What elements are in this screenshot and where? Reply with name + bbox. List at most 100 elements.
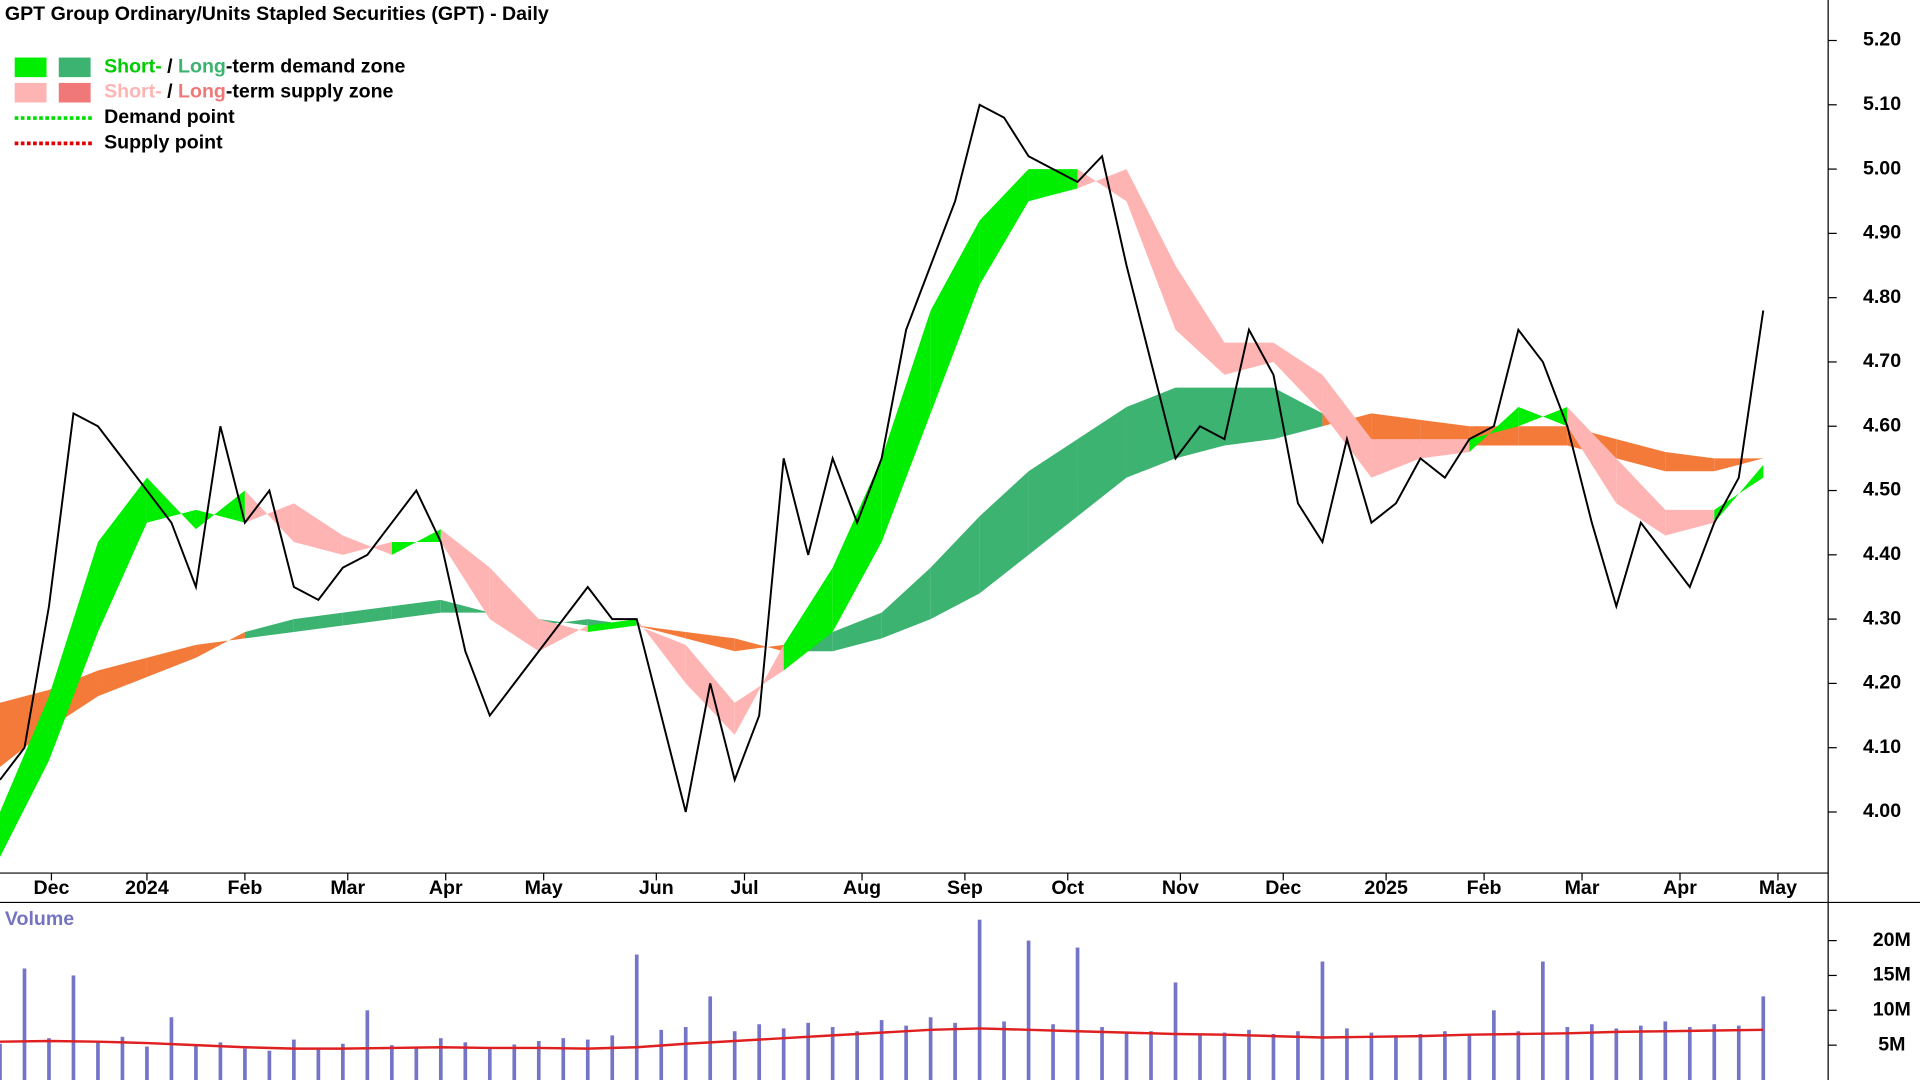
- volume-bar: [1296, 1031, 1300, 1080]
- zone-segment: [538, 619, 588, 652]
- legend-swatch: [58, 57, 91, 78]
- zone-segment: [587, 619, 637, 632]
- volume-bar: [1198, 1035, 1202, 1080]
- volume-bar: [953, 1022, 957, 1080]
- volume-bar: [855, 1031, 859, 1080]
- volume-bar: [1541, 961, 1545, 1080]
- volume-bar: [781, 1028, 786, 1080]
- volume-bar: [659, 1029, 664, 1080]
- volume-bar: [757, 1024, 762, 1080]
- volume-bar: [708, 996, 713, 1080]
- zone-segment: [832, 612, 882, 652]
- volume-y-tick-label: 5M: [1878, 1033, 1905, 1055]
- x-tick-label: May: [525, 877, 563, 899]
- legend-text: /: [162, 81, 178, 103]
- zone-segment: [1273, 387, 1323, 440]
- volume-bar: [1075, 947, 1080, 1080]
- y-tick-label: 4.70: [1863, 350, 1901, 372]
- zone-segment: [0, 689, 49, 767]
- zone-segment: [1371, 439, 1421, 478]
- volume-bar: [1687, 1027, 1692, 1080]
- zone-segment: [1567, 406, 1617, 504]
- volume-bar: [1149, 1031, 1153, 1080]
- volume-bar: [1663, 1021, 1668, 1080]
- zone-segment: [1714, 464, 1764, 523]
- volume-bar: [463, 1042, 468, 1080]
- x-tick-label: Jul: [730, 877, 758, 899]
- volume-bar: [1002, 1021, 1006, 1080]
- volume-bar: [145, 1046, 149, 1080]
- zone-segment: [293, 503, 343, 555]
- volume-bar: [1761, 996, 1766, 1080]
- zone-segment: [48, 541, 98, 761]
- x-tick-label: Nov: [1162, 877, 1199, 899]
- zone-segment: [146, 477, 196, 530]
- volume-bar: [1516, 1031, 1521, 1080]
- zone-segment: [685, 631, 735, 652]
- y-tick-label: 4.40: [1863, 543, 1901, 565]
- y-tick-label: 4.60: [1863, 414, 1901, 436]
- legend-text: Short-: [104, 81, 162, 103]
- zone-segment: [1322, 374, 1372, 478]
- volume-bar: [96, 1041, 100, 1080]
- legend-text: Supply point: [104, 132, 223, 154]
- y-tick-label: 4.20: [1863, 672, 1901, 694]
- zone-segment: [783, 567, 833, 671]
- volume-bar: [22, 968, 27, 1080]
- x-tick-label: Dec: [1265, 877, 1301, 899]
- zone-segment: [0, 696, 49, 857]
- volume-title: Volume: [5, 908, 74, 930]
- zones: [0, 169, 1764, 857]
- zone-segment: [391, 599, 441, 620]
- y-tick-label: 5.20: [1863, 29, 1901, 51]
- x-tick-label: 2024: [125, 877, 169, 899]
- zone-segment: [1616, 439, 1666, 472]
- volume-bar: [1247, 1029, 1251, 1080]
- legend-text: Short-: [104, 56, 162, 78]
- legend-text: Long: [178, 56, 226, 78]
- volume-bar: [414, 1046, 419, 1080]
- volume-bar: [1320, 961, 1325, 1080]
- volume-bar: [316, 1047, 321, 1080]
- volume-bar: [1467, 1034, 1472, 1080]
- volume-bar: [1492, 1010, 1496, 1080]
- zone-segment: [930, 220, 980, 414]
- zone-segment: [1077, 406, 1127, 517]
- zone-segment: [832, 458, 882, 632]
- zone-segment: [881, 567, 931, 639]
- volume-bar: [1590, 1024, 1594, 1080]
- zone-segment: [1420, 439, 1470, 459]
- volume-bar: [292, 1039, 296, 1080]
- legend-swatch: [58, 82, 91, 103]
- volume-bar: [1369, 1032, 1374, 1080]
- volume-bar: [904, 1025, 908, 1080]
- y-tick-label: 4.90: [1863, 222, 1901, 244]
- x-tick-label: Aug: [843, 877, 881, 899]
- x-tick-label: Sep: [947, 877, 983, 899]
- volume-bar: [536, 1040, 541, 1080]
- x-tick-label: Mar: [330, 877, 365, 899]
- volume-bar: [561, 1038, 566, 1080]
- volume-bar: [267, 1050, 272, 1080]
- volume-bar: [806, 1022, 810, 1080]
- y-tick-label: 4.30: [1863, 607, 1901, 629]
- volume-bar: [194, 1045, 198, 1080]
- x-tick-label: Feb: [1467, 877, 1502, 899]
- x-tick-label: Apr: [429, 877, 463, 899]
- zone-segment: [489, 567, 539, 652]
- zone-segment: [244, 490, 294, 542]
- zone-segment: [881, 310, 931, 542]
- zone-segment: [440, 529, 490, 620]
- zone-segment: [342, 535, 392, 555]
- zone-segment: [685, 644, 735, 735]
- zone-segment: [195, 631, 245, 658]
- legend-swatch: [14, 82, 47, 103]
- zone-segment: [244, 619, 294, 639]
- volume-bar: [585, 1039, 590, 1080]
- chart-title: GPT Group Ordinary/Units Stapled Securit…: [5, 3, 549, 25]
- volume-bar: [830, 1027, 835, 1080]
- zone-segment: [1224, 342, 1274, 375]
- volume-bar: [47, 1038, 51, 1080]
